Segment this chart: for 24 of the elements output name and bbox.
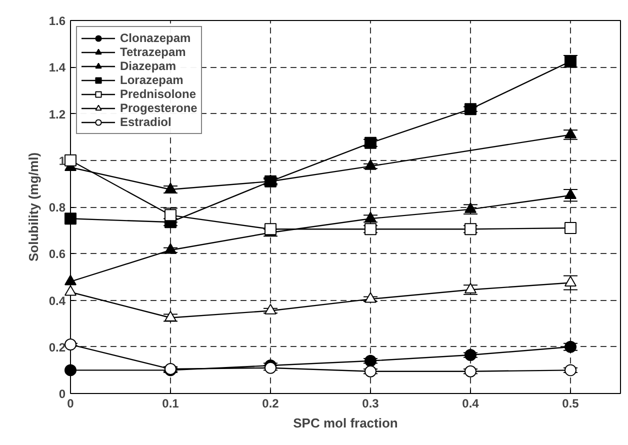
legend-label: Lorazepam [120, 73, 184, 87]
y-tick-label: 0 [58, 387, 66, 401]
legend-label: Estradiol [120, 115, 172, 129]
y-tick-label: 1.2 [48, 107, 66, 122]
x-axis-title: SPC mol fraction [293, 416, 398, 430]
legend-label: Prednisolone [120, 87, 196, 101]
legend-label: Progesterone [120, 101, 198, 115]
y-tick-label: 1 [58, 154, 66, 168]
legend-label: Diazepam [120, 59, 176, 73]
x-tick-label: 0.2 [262, 396, 280, 410]
legend-label: Tetrazepam [120, 45, 186, 59]
y-axis-title: Solubility (mg/ml) [26, 152, 41, 262]
y-tick-label: 0.2 [48, 340, 66, 354]
y-tick-label: 0.4 [48, 294, 66, 308]
x-tick-label: 0.4 [462, 396, 480, 410]
x-tick-label: 0.3 [362, 396, 380, 410]
y-tick-label: 1.6 [48, 14, 66, 28]
x-tick-label: 0 [67, 396, 74, 410]
x-tick-label: 0.5 [562, 396, 580, 410]
y-tick-label: 1.4 [48, 60, 66, 75]
y-tick-label: 0.6 [48, 247, 66, 262]
legend-label: Clonazepam [120, 31, 191, 45]
y-tick-label: 0.8 [48, 200, 66, 214]
x-tick-label: 0.1 [162, 396, 180, 410]
